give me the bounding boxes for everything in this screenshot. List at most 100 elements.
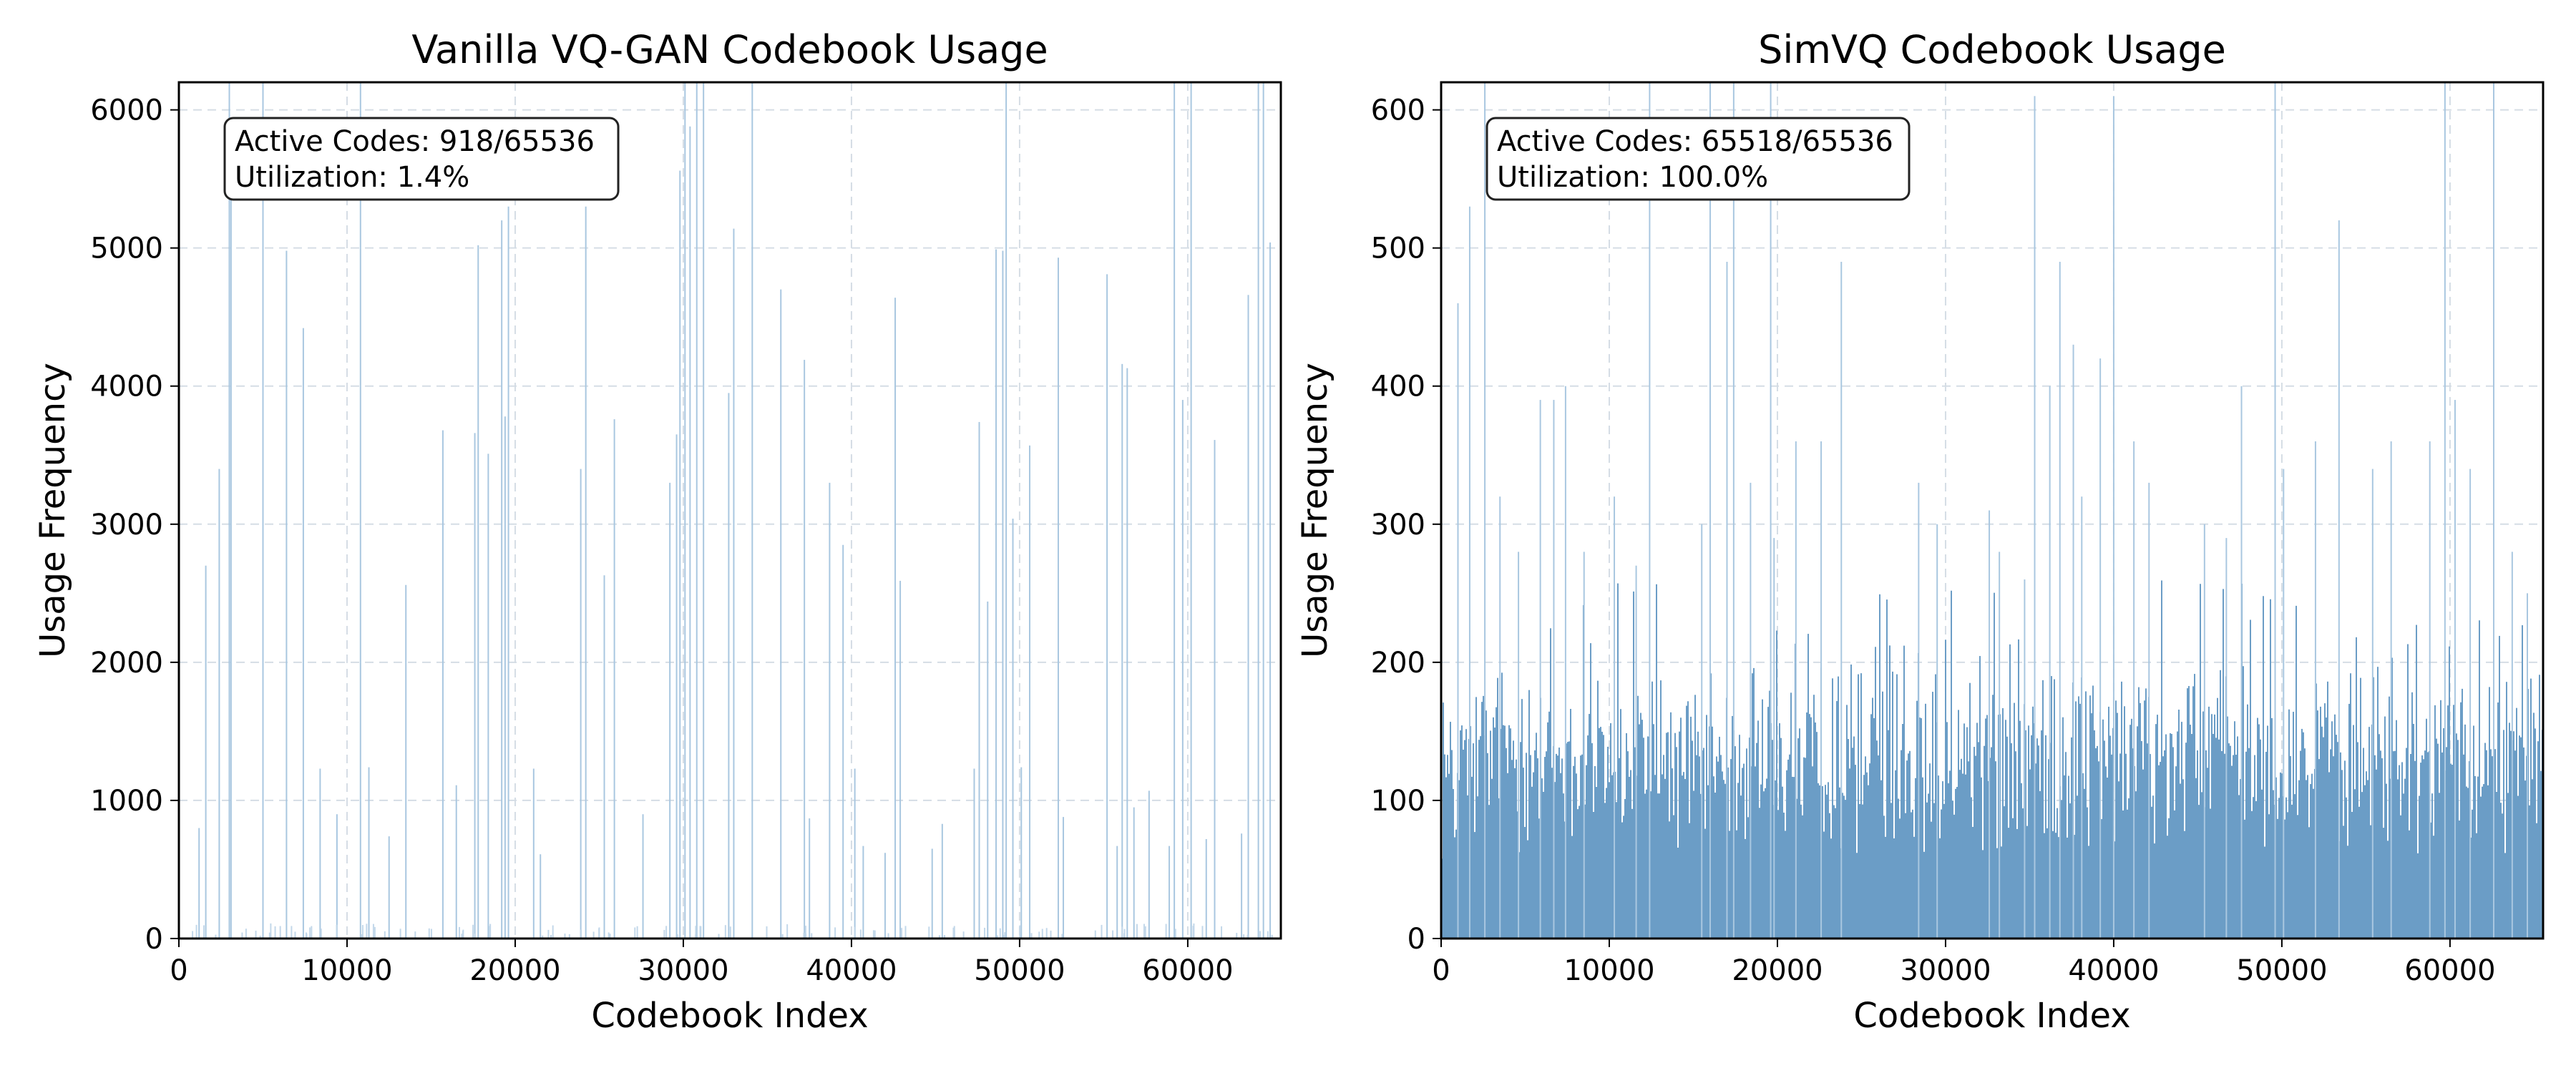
panel2-bar: [2469, 469, 2472, 939]
panel1-bar: [286, 250, 288, 939]
panel1-bar: [1050, 930, 1052, 939]
panel1-bar: [952, 927, 955, 939]
panel2-bar: [2202, 711, 2204, 939]
panel2-bar: [2172, 747, 2174, 939]
panel2-bar: [2105, 766, 2107, 939]
panel2-bar: [1577, 809, 1579, 939]
panel2-bar: [2085, 691, 2087, 939]
panel2-bar: [1746, 748, 1747, 939]
panel2-bar: [1677, 847, 1679, 939]
panel1-bar: [1112, 930, 1114, 939]
panel2-bar: [2195, 778, 2197, 939]
panel2-bar: [1686, 705, 1687, 939]
panel2-bar: [1860, 673, 1862, 939]
panel2-bar: [2052, 831, 2054, 939]
panel2-bar: [2187, 688, 2188, 939]
panel2-bar: [2006, 736, 2008, 939]
panel1-annotation-box: [223, 117, 620, 201]
panel2-bar: [2414, 760, 2416, 939]
panel2-bar: [2497, 702, 2499, 939]
panel1-bar: [642, 814, 644, 939]
panel2-bar: [2511, 552, 2513, 939]
panel2-bar: [1561, 758, 1563, 939]
panel2-bar: [2131, 718, 2132, 939]
panel2-bar: [1928, 793, 1929, 939]
panel2-bar: [1912, 809, 1913, 939]
panel1-bar: [550, 935, 552, 939]
panel2-bar: [1883, 815, 1885, 939]
panel2-bar: [2503, 730, 2504, 939]
panel2-bar: [2094, 730, 2095, 939]
panel2-bar: [1664, 778, 1666, 939]
panel1-bar: [703, 82, 705, 939]
panel1-ytick-label: 4000: [90, 371, 163, 403]
panel2-bar: [1889, 645, 1890, 939]
panel1-ytick-label: 2000: [90, 647, 163, 680]
panel1-bar: [1019, 925, 1021, 939]
panel2-bar: [2071, 737, 2072, 939]
panel2-bar: [1687, 701, 1689, 939]
panel2-bar: [2268, 814, 2270, 939]
panel2-bar: [1896, 674, 1898, 939]
panel2-bar: [2280, 772, 2281, 939]
panel2-bar: [1574, 756, 1576, 939]
panel1-bar: [996, 935, 998, 939]
panel1-bar: [592, 931, 595, 939]
panel2-bar: [2423, 759, 2424, 939]
panel2-xtick-label: 50000: [2236, 954, 2327, 987]
panel2-bar: [1820, 441, 1823, 939]
panel2-bar: [2141, 740, 2142, 939]
panel2-bar: [1616, 802, 1617, 939]
panel1-bar: [472, 924, 474, 939]
panel2-bar: [1876, 740, 1878, 939]
panel2-xtick-label: 20000: [1732, 954, 1823, 987]
panel1-bar: [613, 419, 615, 939]
panel2-bar: [2011, 743, 2012, 939]
panel2-bar: [2207, 768, 2208, 939]
panel2-bar: [2440, 700, 2441, 939]
panel1-bar: [1267, 931, 1269, 939]
panel2-bar: [2097, 745, 2098, 939]
panel2-bar: [2323, 737, 2324, 939]
panel2-bar: [1826, 794, 1828, 939]
panel2-bar: [1780, 738, 1782, 939]
panel1-bar: [1205, 838, 1207, 939]
panel1-bar: [931, 848, 933, 939]
panel2-bar: [1692, 740, 1693, 939]
panel2-bar: [2300, 750, 2301, 939]
panel2-bar: [1932, 692, 1933, 939]
panel1-bar: [489, 926, 491, 939]
panel2-bar: [1998, 715, 1999, 939]
panel2-bar: [1913, 836, 1915, 939]
panel2-bar: [1640, 712, 1641, 939]
panel2-bar: [2101, 819, 2102, 939]
panel2-bar: [2387, 841, 2389, 939]
panel2-bar: [2260, 739, 2261, 939]
panel2-bar: [1816, 732, 1818, 939]
panel2-bar: [2015, 751, 2016, 939]
panel1-bar: [854, 768, 856, 939]
panel2-bar: [2223, 589, 2224, 939]
panel2-bar: [2371, 469, 2373, 939]
panel2-bar: [2318, 759, 2320, 939]
panel2-bar: [1789, 754, 1790, 939]
panel2-bar: [1770, 82, 1772, 939]
panel2-bar: [2244, 819, 2245, 939]
panel2-bar: [2041, 730, 2042, 939]
panel2-bar: [1443, 702, 1444, 939]
panel2-bar: [1898, 798, 1899, 939]
panel2-bar: [2160, 762, 2161, 939]
panel2-bar: [1750, 482, 1752, 939]
panel1-bar: [1143, 923, 1145, 939]
panel2-bar: [2357, 742, 2358, 939]
panel2-bar: [1935, 674, 1936, 939]
panel2-bar: [1611, 775, 1613, 939]
panel1-bar: [414, 931, 416, 939]
panel2-bar: [2311, 773, 2313, 939]
panel1-bar: [675, 434, 678, 939]
panel2-bar: [2034, 96, 2036, 939]
panel2-bar: [2274, 82, 2276, 939]
panel2-bar: [1938, 775, 1939, 939]
panel2-bar: [2237, 736, 2238, 939]
